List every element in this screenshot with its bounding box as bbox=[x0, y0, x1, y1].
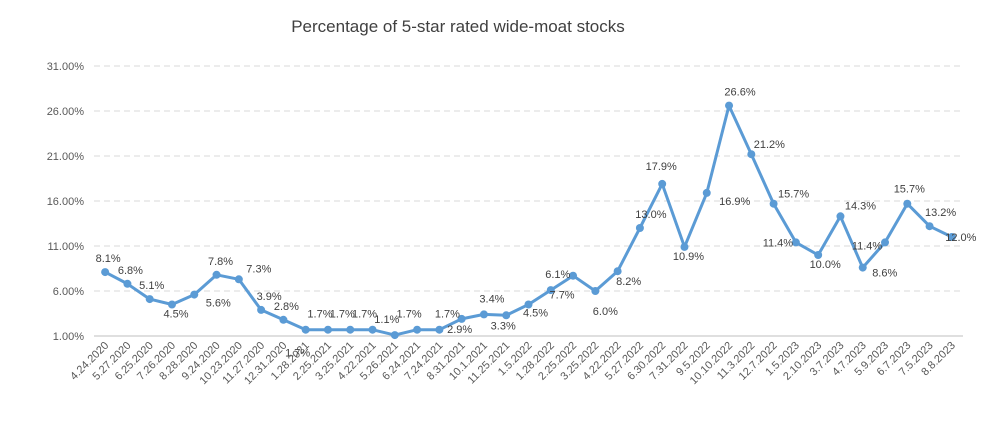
data-point bbox=[524, 300, 533, 309]
y-tick-label: 26.00% bbox=[47, 106, 85, 118]
data-point bbox=[858, 263, 867, 272]
data-point bbox=[613, 267, 622, 276]
data-point bbox=[145, 295, 154, 304]
data-point bbox=[903, 199, 912, 208]
data-label: 11.4% bbox=[763, 237, 794, 249]
data-point bbox=[323, 325, 332, 334]
data-label: 6.8% bbox=[118, 265, 143, 277]
y-tick-label: 1.00% bbox=[53, 331, 84, 343]
data-label: 1.7% bbox=[307, 309, 332, 321]
data-point bbox=[680, 242, 689, 251]
y-axis-ticks: 1.00% 6.00% 11.00% 16.00% 21.00% 26.00% 31.00% bbox=[47, 61, 85, 343]
data-point bbox=[413, 325, 422, 334]
data-label: 3.3% bbox=[491, 320, 516, 332]
data-label: 3.4% bbox=[479, 293, 504, 305]
data-point bbox=[101, 268, 110, 277]
y-tick-label: 6.00% bbox=[53, 286, 84, 298]
data-point bbox=[725, 101, 734, 110]
data-point bbox=[257, 305, 266, 314]
data-label: 8.6% bbox=[872, 268, 897, 280]
data-label: 4.5% bbox=[523, 308, 548, 320]
data-point bbox=[502, 311, 511, 320]
data-label: 1.7% bbox=[285, 348, 310, 360]
data-point bbox=[279, 315, 288, 324]
data-label: 8.1% bbox=[96, 253, 121, 265]
data-point bbox=[457, 314, 466, 323]
data-point bbox=[123, 279, 132, 288]
data-label: 1.7% bbox=[330, 309, 355, 321]
data-point bbox=[591, 287, 600, 295]
data-label: 21.2% bbox=[754, 139, 785, 151]
data-label: 10.9% bbox=[673, 251, 704, 263]
data-point bbox=[234, 275, 243, 284]
y-tick-label: 21.00% bbox=[47, 151, 85, 163]
data-label: 4.5% bbox=[163, 309, 188, 321]
data-point bbox=[167, 300, 176, 309]
chart-title: Percentage of 5-star rated wide-moat sto… bbox=[291, 17, 625, 36]
data-point bbox=[702, 188, 711, 197]
data-label: 1.7% bbox=[397, 309, 422, 321]
data-point bbox=[479, 310, 488, 319]
data-point bbox=[769, 199, 778, 208]
data-point bbox=[836, 212, 845, 221]
data-label: 11.4% bbox=[852, 240, 883, 252]
data-point bbox=[635, 224, 644, 232]
y-tick-label: 31.00% bbox=[47, 61, 85, 73]
data-label: 13.2% bbox=[925, 207, 956, 219]
data-point bbox=[435, 325, 444, 334]
data-point bbox=[925, 222, 934, 231]
data-label: 14.3% bbox=[845, 200, 876, 212]
data-label: 16.9% bbox=[719, 196, 750, 208]
data-label: 15.7% bbox=[778, 189, 809, 201]
data-point bbox=[368, 325, 377, 334]
data-point bbox=[212, 270, 221, 279]
data-label: 17.9% bbox=[646, 161, 677, 173]
x-axis-ticks: 4.24.20205.27.20206.25.20207.26.20208.28… bbox=[68, 340, 958, 387]
data-label: 7.7% bbox=[550, 290, 575, 302]
data-label: 13.0% bbox=[635, 209, 666, 221]
data-point bbox=[947, 233, 956, 241]
data-point bbox=[346, 325, 355, 334]
data-points bbox=[101, 101, 956, 340]
y-tick-label: 11.00% bbox=[48, 241, 85, 253]
data-label: 7.3% bbox=[246, 263, 271, 275]
y-tick-label: 16.00% bbox=[47, 196, 85, 208]
data-point bbox=[390, 331, 399, 340]
data-label: 10.0% bbox=[810, 259, 841, 271]
data-point bbox=[791, 238, 800, 247]
data-label: 2.9% bbox=[447, 324, 472, 336]
data-label: 1.7% bbox=[352, 309, 377, 321]
data-point bbox=[658, 179, 667, 188]
data-label: 1.1% bbox=[374, 314, 399, 326]
data-labels: 8.1%6.8% 5.1% 4.5% 5.6% 7.8% 7.3% 3.9%2.8% 1.7%… bbox=[96, 87, 977, 360]
data-point bbox=[301, 325, 310, 334]
data-label: 5.6% bbox=[206, 298, 231, 310]
data-label: 8.2% bbox=[616, 276, 641, 288]
data-label: 2.8% bbox=[274, 301, 299, 313]
data-point bbox=[814, 251, 823, 259]
data-label: 6.0% bbox=[593, 306, 618, 318]
data-label: 7.8% bbox=[208, 256, 233, 268]
data-label: 26.6% bbox=[724, 87, 755, 99]
data-label: 1.7% bbox=[435, 309, 460, 321]
data-point bbox=[881, 238, 890, 247]
data-label: 5.1% bbox=[139, 280, 164, 292]
data-label: 3.9% bbox=[257, 291, 282, 303]
data-point bbox=[190, 290, 199, 299]
data-label: 15.7% bbox=[894, 184, 925, 196]
data-label: 6.1% bbox=[545, 269, 570, 281]
data-point bbox=[569, 271, 578, 280]
gridlines bbox=[94, 65, 963, 337]
data-point bbox=[747, 150, 756, 159]
data-label: 12.0% bbox=[945, 232, 976, 244]
data-point bbox=[546, 286, 555, 295]
